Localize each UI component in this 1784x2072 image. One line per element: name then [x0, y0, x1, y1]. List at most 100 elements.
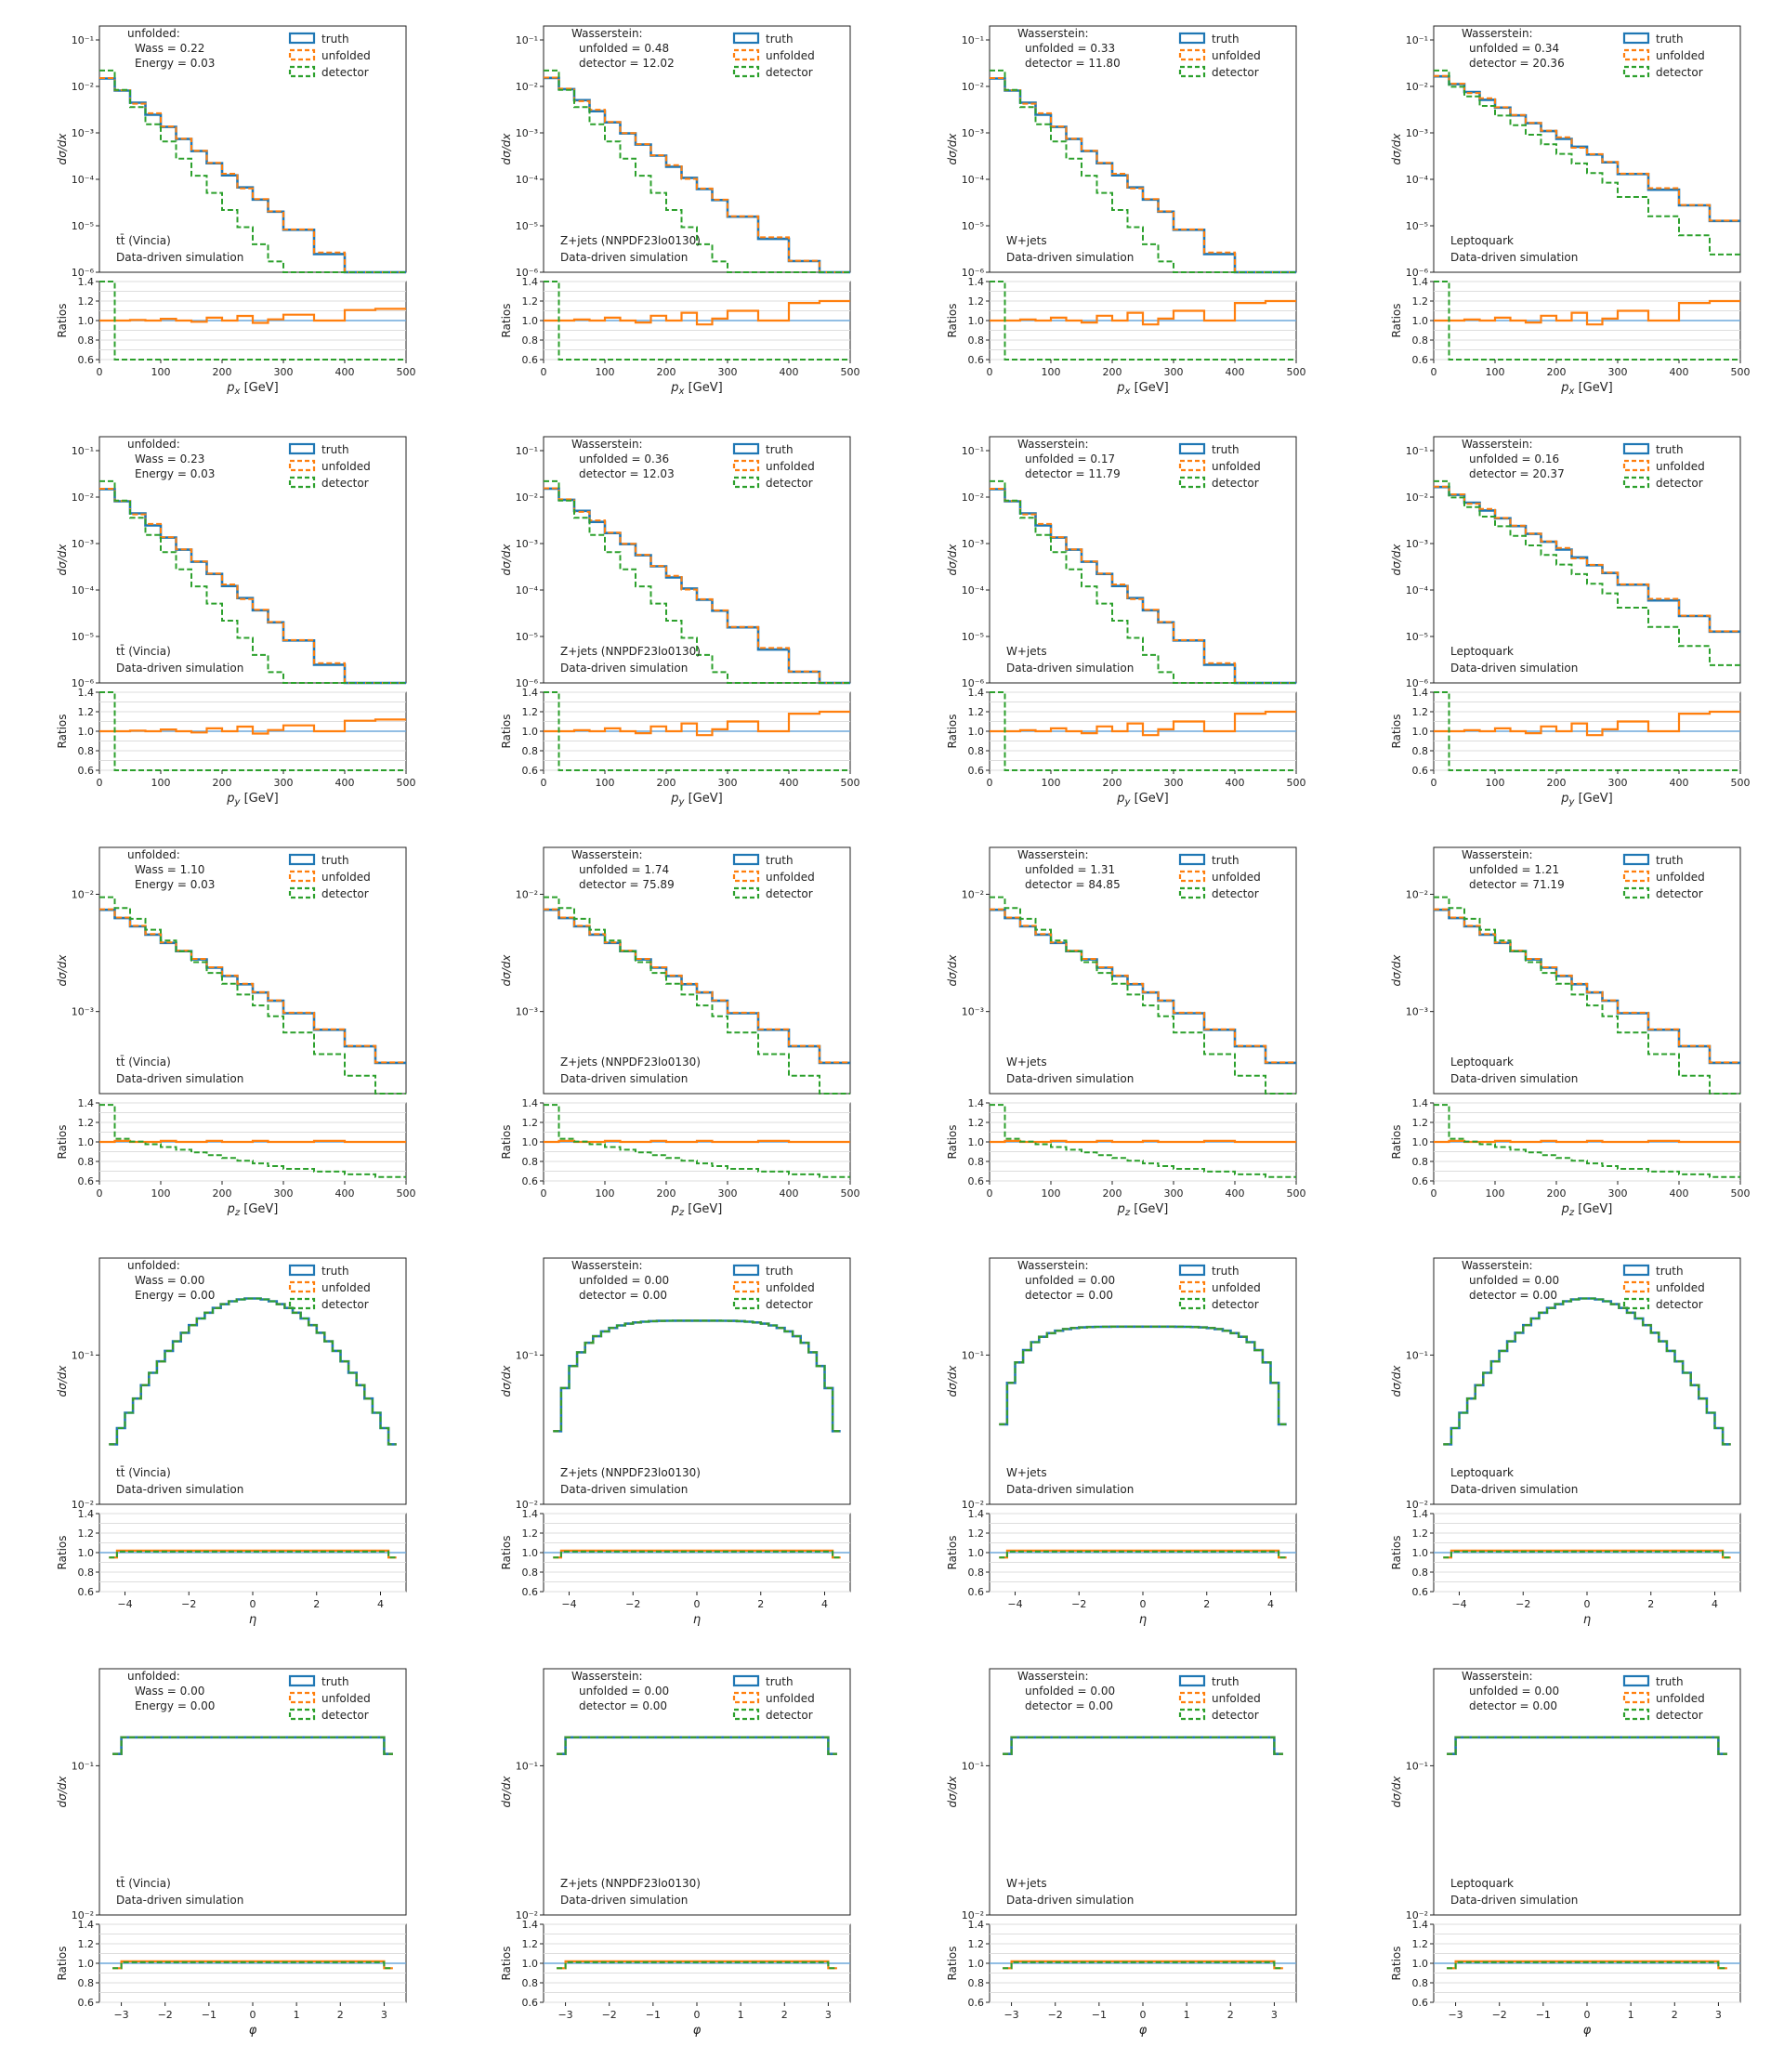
x-tick-label: 0: [1431, 1187, 1437, 1200]
x-tick-label: 300: [274, 366, 294, 378]
x-tick-label: 400: [1670, 1187, 1689, 1200]
x-axis-label-main: φ: [1583, 2024, 1592, 2038]
metric-title: unfolded:: [127, 848, 180, 861]
legend-swatch-detector: [1622, 476, 1650, 489]
ratio-y-tick-label: 0.8: [1412, 745, 1429, 757]
x-axis-label-sub: z: [1568, 1208, 1575, 1218]
x-tick-label: 100: [151, 1187, 171, 1200]
legend-swatch-truth: [732, 442, 760, 455]
legend-swatch-detector: [1622, 1297, 1650, 1310]
x-tick-label: 500: [841, 366, 860, 378]
legend-label-detector: detector: [1656, 887, 1703, 900]
metric-line-2: detector = 0.00: [1025, 1699, 1113, 1712]
x-tick-label: 3: [825, 2009, 832, 2021]
y-tick-label: 10⁻⁵: [1406, 631, 1428, 643]
legend-swatch-detector: [288, 1297, 316, 1310]
x-tick-label: 200: [213, 366, 232, 378]
y-tick-label: 10⁻³: [72, 538, 94, 550]
ratio-y-tick-label: 0.6: [78, 354, 95, 366]
unfolded-ratio: [544, 299, 850, 326]
legend-swatch-truth: [288, 32, 316, 45]
x-tick-label: −3: [558, 2009, 572, 2021]
y-axis-label: dσ/dx: [56, 1365, 69, 1397]
x-axis-label: η: [1139, 1613, 1147, 1627]
ratio-axis-label: Ratios: [946, 1535, 959, 1569]
x-tick-label: 2: [781, 2009, 788, 2021]
ratio-axis-label: Ratios: [1390, 714, 1403, 748]
legend-label-truth: truth: [1212, 854, 1240, 867]
legend-label-detector: detector: [1212, 887, 1259, 900]
x-tick-label: 500: [397, 366, 416, 378]
ratio-y-tick-label: 0.8: [1412, 1156, 1429, 1168]
metric-title: unfolded:: [127, 27, 180, 40]
unfolded-ratio: [99, 718, 406, 735]
detector-hist: [999, 1325, 1287, 1425]
ratio-y-tick-label: 1.4: [968, 1919, 985, 1931]
ratio-axis-label: Ratios: [500, 303, 513, 337]
ratio-y-tick-label: 0.6: [1412, 1586, 1429, 1598]
legend-label-truth: truth: [1656, 443, 1684, 456]
legend-label-unfolded: unfolded: [321, 1281, 371, 1294]
x-tick-label: 400: [1670, 366, 1689, 378]
process-label: W+jets: [1006, 234, 1047, 247]
legend-label-unfolded: unfolded: [766, 871, 815, 884]
subplot-py-0: 10⁻¹ 10⁻² 10⁻³ 10⁻⁴ 10⁻⁵ 10⁻⁶ dσ/dx unfolded: Wa…: [48, 429, 494, 840]
x-axis-label-main: φ: [1139, 2024, 1148, 2038]
process-label: tt̄ (Vincia): [116, 234, 171, 247]
metric-line-2: detector = 20.37: [1469, 467, 1565, 480]
y-tick-label: 10⁻³: [962, 127, 984, 139]
detector-ratio: [99, 1104, 406, 1178]
metric-title: Wasserstein:: [1462, 1670, 1533, 1683]
legend-swatch-detector: [732, 886, 760, 899]
legend-label-unfolded: unfolded: [766, 49, 815, 62]
x-tick-label: 300: [1608, 366, 1628, 378]
x-tick-label: 400: [335, 366, 355, 378]
unfolded-hist: [1447, 1736, 1727, 1755]
ratio-y-tick-label: 0.6: [522, 1175, 539, 1187]
detector-hist: [1434, 479, 1740, 666]
unfolded-ratio: [1003, 1960, 1283, 1970]
ratio-y-tick-label: 0.6: [522, 1997, 539, 2009]
unfolded-hist: [544, 487, 850, 684]
y-tick-label: 10⁻⁴: [516, 584, 539, 597]
legend-label-unfolded: unfolded: [766, 1692, 815, 1705]
x-axis-label-sub: z: [1124, 1208, 1131, 1218]
subplot-eta-1: 10⁻¹ 10⁻² dσ/dx Wasserstein: unfolded = 0.00…: [492, 1251, 938, 1661]
legend-swatch-unfolded: [1178, 48, 1206, 61]
y-tick-label: 10⁻⁶: [962, 677, 985, 689]
detector-ratio: [1434, 691, 1740, 771]
x-tick-label: 0: [1431, 777, 1437, 789]
ratio-y-tick-label: 1.2: [968, 706, 985, 718]
legend-swatch-truth: [288, 442, 316, 455]
x-tick-label: −4: [561, 1598, 576, 1610]
legend-label-truth: truth: [1212, 443, 1240, 456]
main-axes-frame: [989, 846, 1297, 1095]
main-axes-frame: [989, 1257, 1297, 1505]
legend-label-unfolded: unfolded: [321, 49, 371, 62]
ratio-y-tick-label: 0.8: [522, 334, 539, 347]
legend-swatch-detector: [1178, 65, 1206, 78]
process-label: Z+jets (NNPDF23lo0130): [560, 1877, 701, 1890]
legend-swatch-truth: [1622, 1674, 1650, 1687]
ratio-y-tick-label: 1.0: [78, 1958, 95, 1970]
legend-swatch-truth: [1622, 1264, 1650, 1277]
ratio-y-tick-label: 1.0: [968, 1136, 985, 1148]
ratio-y-tick-label: 1.2: [968, 1117, 985, 1129]
ratio-y-tick-label: 1.2: [1412, 1117, 1429, 1129]
metric-title: Wasserstein:: [571, 438, 643, 451]
legend-swatch-unfolded: [732, 870, 760, 883]
ratio-y-tick-label: 1.0: [968, 726, 985, 738]
metric-title: Wasserstein:: [571, 1259, 643, 1272]
metric-line-1: unfolded = 0.00: [579, 1685, 669, 1698]
x-tick-label: 400: [780, 777, 799, 789]
subplot-pz-2: 10⁻² 10⁻³ dσ/dx Wasserstein: unfolded = 1.31…: [938, 840, 1384, 1251]
y-tick-label: 10⁻⁵: [1406, 220, 1428, 232]
legend-swatch-truth: [1178, 1674, 1206, 1687]
legend-label-truth: truth: [1656, 854, 1684, 867]
x-tick-label: −3: [1448, 2009, 1463, 2021]
x-tick-label: 0: [97, 777, 103, 789]
x-axis-label: px [GeV]: [1116, 381, 1168, 397]
legend-swatch-detector: [288, 1708, 316, 1721]
legend-swatch-truth: [732, 1264, 760, 1277]
x-tick-label: 100: [1042, 777, 1061, 789]
